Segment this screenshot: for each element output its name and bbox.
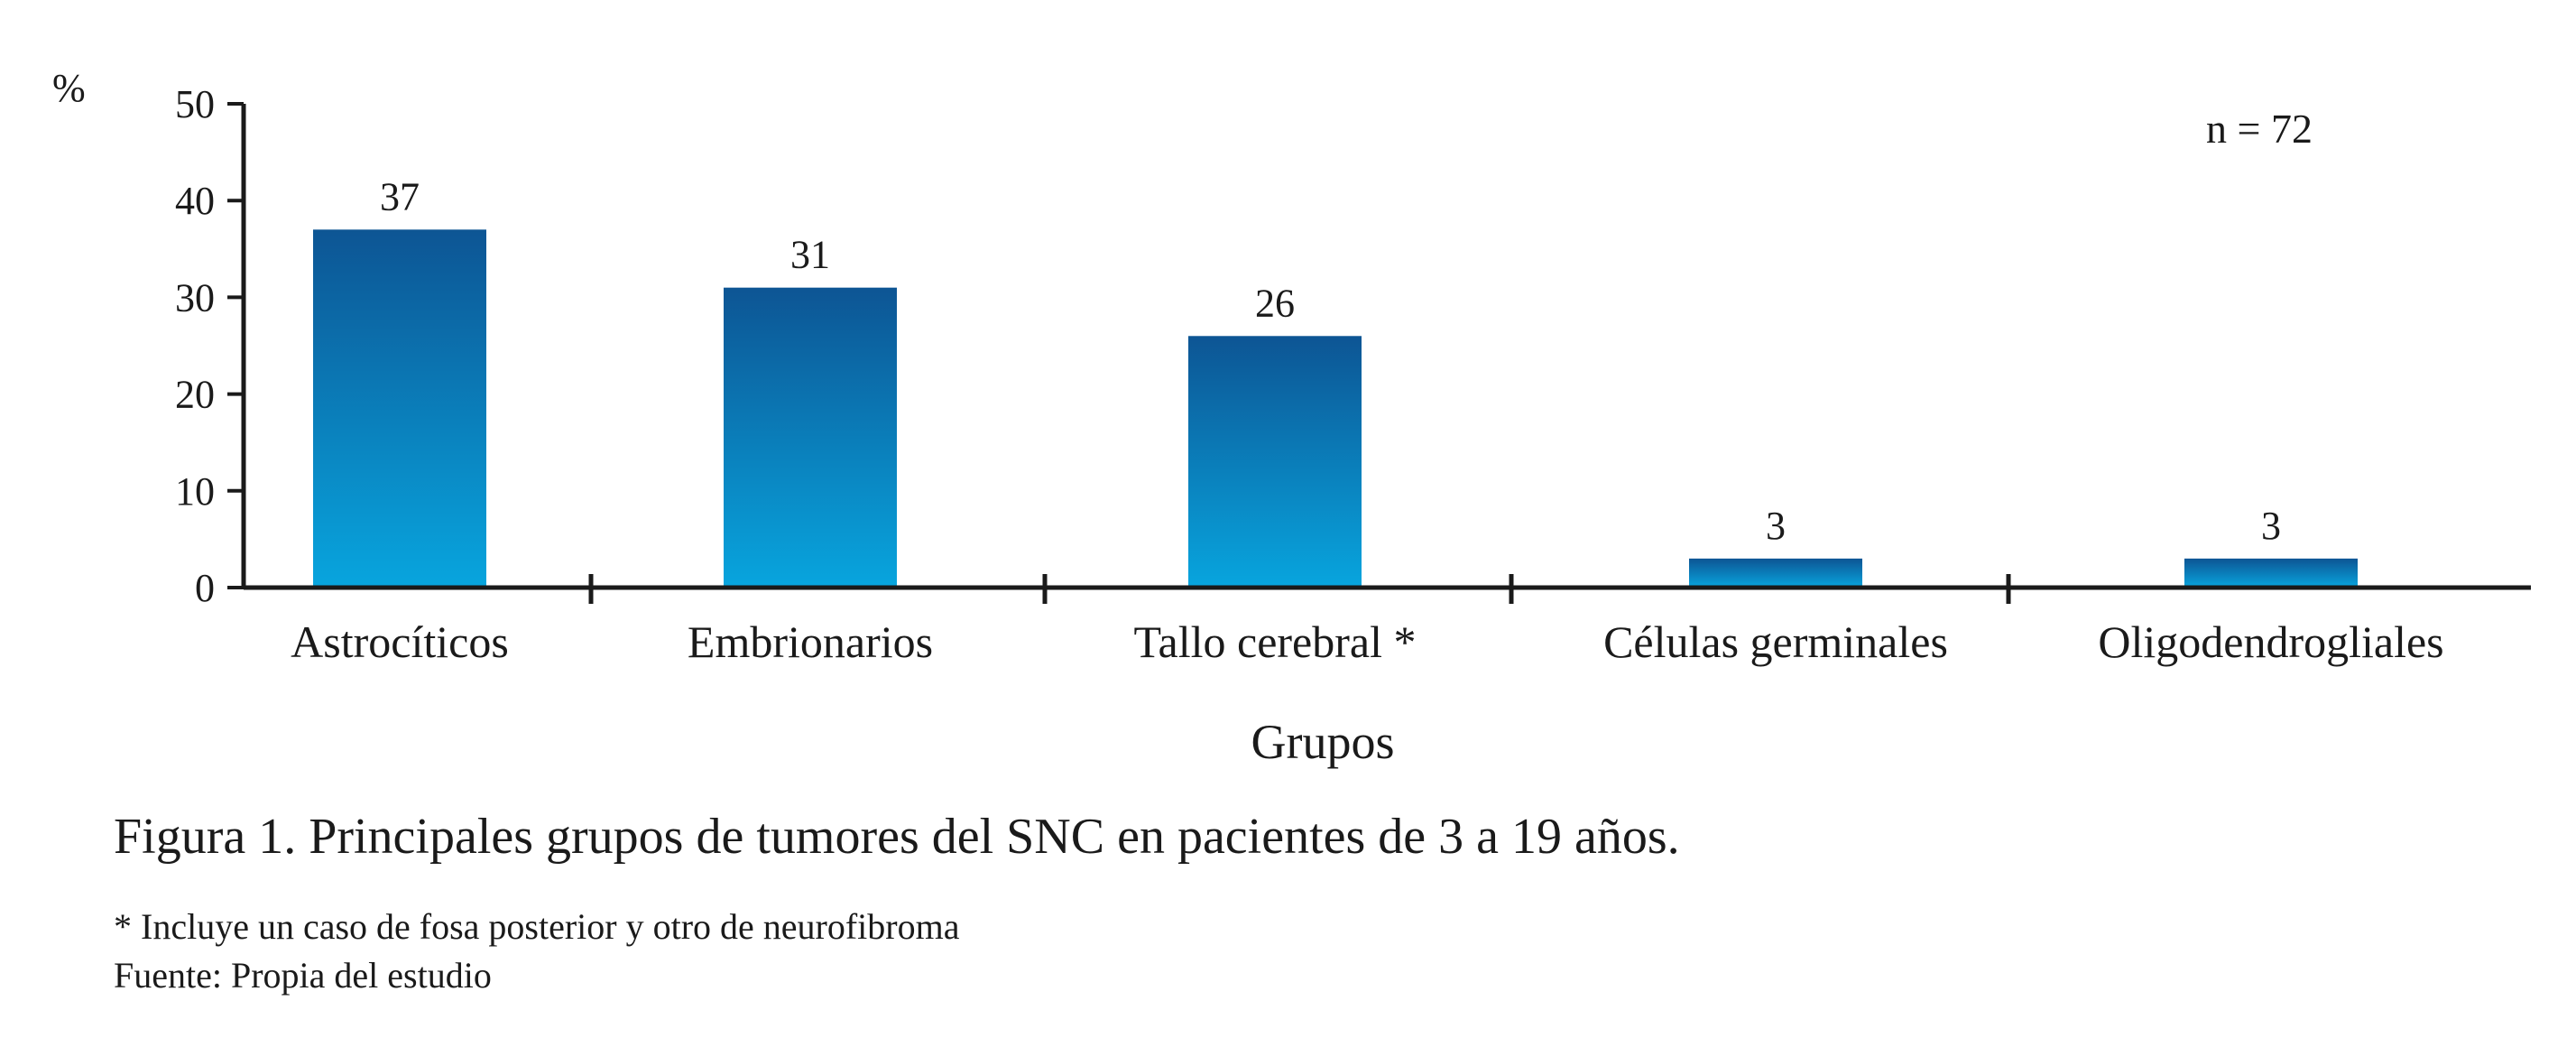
x-tick-label: Células germinales [1603,616,1948,667]
bar-value-label: 26 [1255,281,1295,325]
y-tick-label: 50 [175,82,215,126]
bar [724,287,897,588]
bar-value-label: 31 [790,233,830,277]
bar [1689,558,1862,588]
bar [313,229,486,588]
y-tick-label: 30 [175,275,215,320]
bar-value-label: 3 [2261,504,2281,548]
y-tick-label: 0 [195,566,215,610]
x-tick-label: Oligodendrogliales [2098,616,2443,667]
bar [2184,558,2358,588]
y-tick-label: 40 [175,179,215,223]
x-tick-label: Astrocíticos [291,616,509,667]
figure-caption: Figura 1. Principales grupos de tumores … [114,809,1680,865]
sample-size-annotation: n = 72 [2206,106,2313,152]
footnote: * Incluye un caso de fosa posterior y ot… [114,906,960,947]
x-axis-title: Grupos [1251,715,1395,769]
source-note: Fuente: Propia del estudio [114,955,492,996]
y-tick-label: 10 [175,469,215,514]
x-tick-label: Embrionarios [688,616,933,667]
x-tick-label: Tallo cerebral * [1134,616,1417,667]
bar-value-label: 3 [1766,504,1786,548]
y-tick-label: 20 [175,373,215,417]
bar-value-label: 37 [380,174,420,218]
bar-chart: 0 10 20 30 40 50 37 31 26 3 3 Astrocíticos Embrion… [52,66,2531,769]
y-unit-label: % [52,66,86,110]
bar [1188,336,1362,588]
